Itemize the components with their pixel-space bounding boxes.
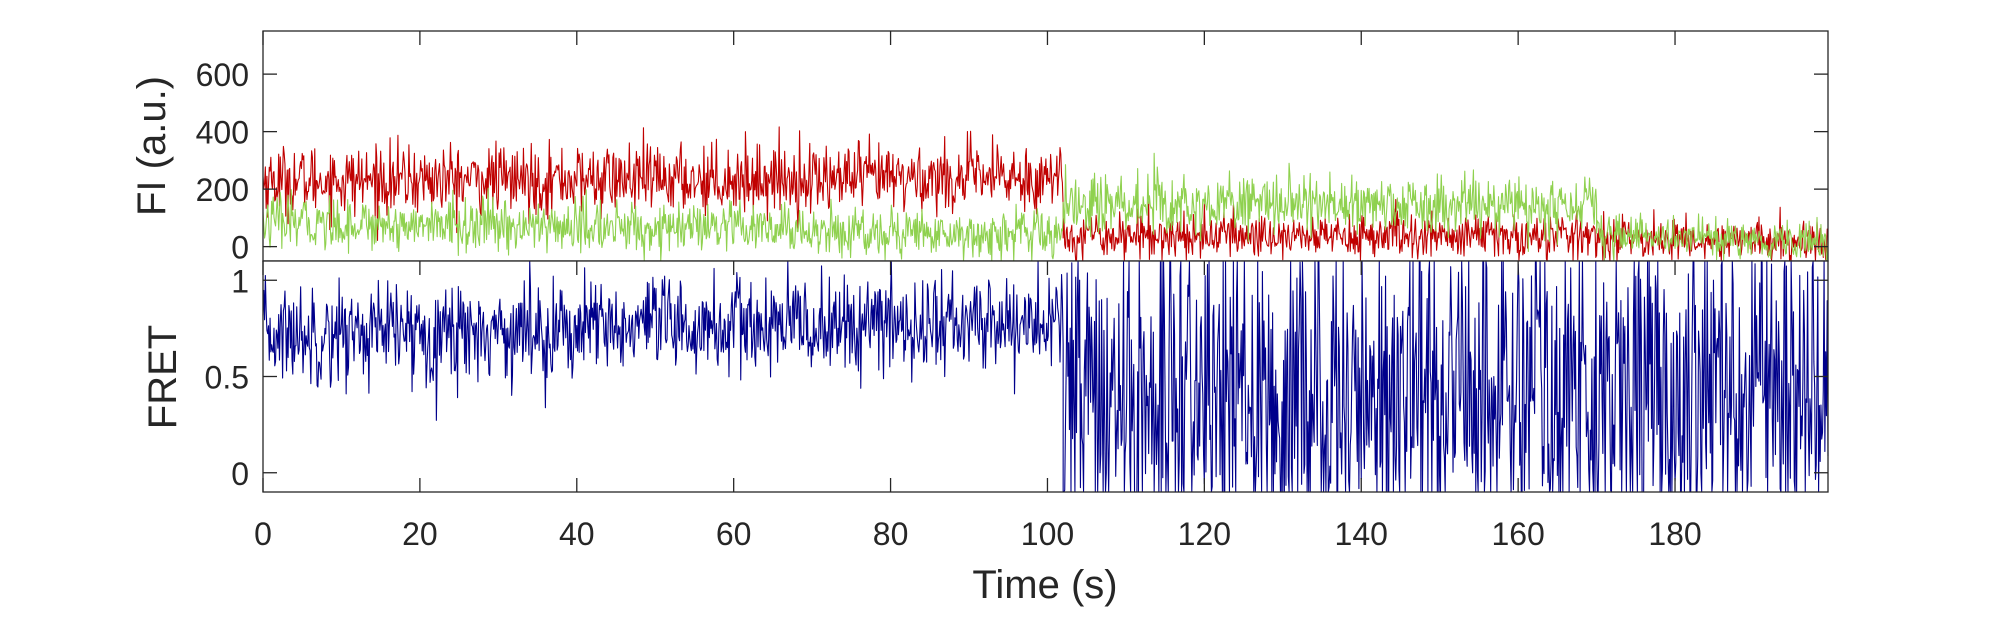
- intensity-y-tick-label: 200: [196, 172, 249, 208]
- fret-y-tick-label: 0.5: [205, 360, 249, 396]
- fret-y-tick-label: 0: [231, 456, 249, 492]
- intensity-series-1-line: [262, 152, 1829, 262]
- time-x-tick-label: 140: [1335, 516, 1388, 552]
- time-x-tick-label: 160: [1491, 516, 1544, 552]
- intensity-y-ticks: 0 200 400 600: [196, 57, 1828, 266]
- time-x-tick-label: 20: [402, 516, 438, 552]
- intensity-y-tick-label: 0: [231, 230, 249, 266]
- intensity-series-0-line: [262, 126, 1829, 262]
- fret-series-group: [262, 260, 1829, 493]
- fret-series-0-line: [262, 260, 1829, 493]
- fret-y-ticks: 00.51: [205, 263, 1828, 492]
- intensity-panel: 0 200 400 600 FI (a.u.): [130, 30, 1829, 266]
- time-x-tick-label: 40: [559, 516, 595, 552]
- time-x-tick-label: 180: [1648, 516, 1701, 552]
- intensity-y-axis-label: FI (a.u.): [130, 76, 174, 216]
- time-x-tick-label: 60: [716, 516, 752, 552]
- time-x-tick-label: 0: [254, 516, 272, 552]
- intensity-series-group: [262, 126, 1829, 262]
- time-x-tick-label: 80: [873, 516, 909, 552]
- fret-panel: 00.51 0 20 40 60 80 100 120 140 160 180 FRET Time…: [141, 31, 1829, 607]
- intensity-y-tick-label: 400: [196, 115, 249, 151]
- intensity-y-tick-label: 600: [196, 57, 249, 93]
- time-x-tick-label: 120: [1178, 516, 1231, 552]
- fret-y-tick-label: 1: [231, 263, 249, 299]
- time-x-axis-label: Time (s): [972, 563, 1117, 607]
- time-x-ticks: 0 20 40 60 80 100 120 140 160 180: [254, 31, 1702, 552]
- time-x-tick-label: 100: [1021, 516, 1074, 552]
- fret-y-axis-label: FRET: [141, 325, 185, 429]
